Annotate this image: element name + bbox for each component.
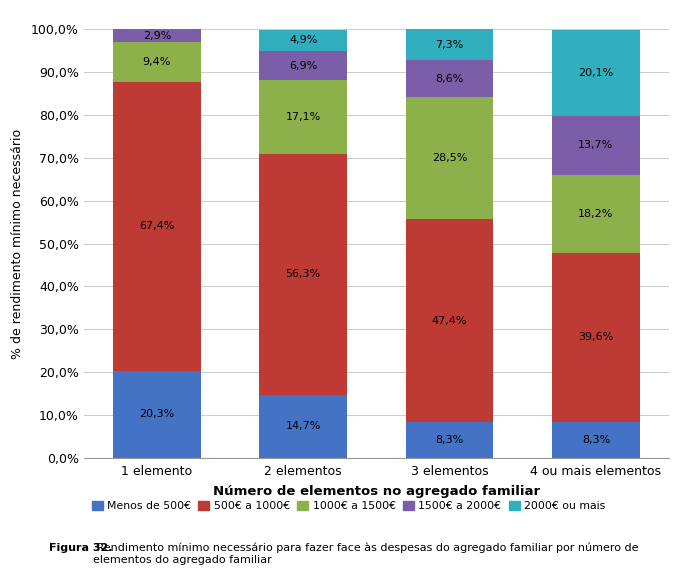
Text: 8,6%: 8,6%	[436, 73, 464, 83]
Text: 6,9%: 6,9%	[289, 60, 317, 70]
Text: Figura 32.: Figura 32.	[49, 543, 112, 553]
Bar	[406, 422, 493, 458]
Bar	[113, 82, 201, 371]
Bar	[552, 174, 640, 252]
Text: 2,9%: 2,9%	[143, 31, 171, 41]
Text: Rendimento mínimo necessário para fazer face às despesas do agregado familiar po: Rendimento mínimo necessário para fazer …	[93, 543, 638, 565]
Bar	[259, 30, 347, 50]
Text: 56,3%: 56,3%	[286, 269, 321, 279]
Text: 20,1%: 20,1%	[579, 68, 613, 78]
Text: 9,4%: 9,4%	[143, 57, 171, 67]
Text: 20,3%: 20,3%	[139, 409, 174, 419]
Bar	[552, 116, 640, 174]
Bar	[113, 42, 201, 82]
Bar	[406, 97, 493, 219]
Legend: Menos de 500€, 500€ a 1000€, 1000€ a 1500€, 1500€ a 2000€, 2000€ ou mais: Menos de 500€, 500€ a 1000€, 1000€ a 150…	[89, 497, 608, 514]
Text: 47,4%: 47,4%	[432, 316, 467, 326]
Text: 17,1%: 17,1%	[286, 112, 321, 122]
Y-axis label: % de rendimento mínimo necessário: % de rendimento mínimo necessário	[11, 129, 24, 359]
Bar	[552, 30, 640, 116]
Text: 14,7%: 14,7%	[286, 421, 321, 431]
Bar	[113, 371, 201, 458]
Text: 4,9%: 4,9%	[289, 35, 317, 45]
Text: 8,3%: 8,3%	[436, 435, 464, 445]
Bar	[552, 422, 640, 458]
Bar	[406, 29, 493, 60]
Text: 13,7%: 13,7%	[579, 140, 613, 150]
Bar	[259, 154, 347, 395]
Text: 18,2%: 18,2%	[579, 208, 613, 218]
Bar	[259, 80, 347, 154]
Text: 8,3%: 8,3%	[582, 435, 610, 445]
X-axis label: Número de elementos no agregado familiar: Número de elementos no agregado familiar	[213, 485, 540, 498]
Bar	[113, 29, 201, 42]
Bar	[259, 395, 347, 458]
Text: 28,5%: 28,5%	[432, 153, 467, 163]
Text: 39,6%: 39,6%	[579, 332, 613, 342]
Bar	[406, 219, 493, 422]
Text: 7,3%: 7,3%	[436, 39, 464, 49]
Bar	[259, 51, 347, 80]
Bar	[552, 252, 640, 422]
Bar	[406, 60, 493, 97]
Text: 67,4%: 67,4%	[139, 221, 174, 231]
